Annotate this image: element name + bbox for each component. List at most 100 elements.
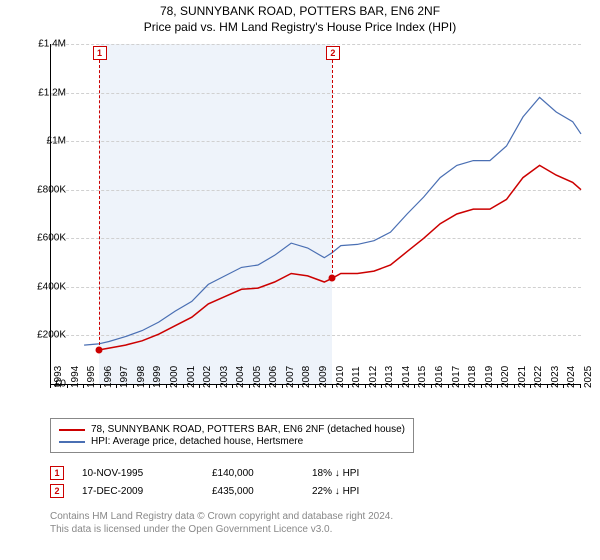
x-axis-tick-label: 2015 <box>417 366 428 388</box>
x-axis-tick <box>149 384 150 388</box>
footer-attribution: Contains HM Land Registry data © Crown c… <box>50 510 393 536</box>
x-axis-tick-label: 2002 <box>202 366 213 388</box>
x-axis-tick-label: 2022 <box>533 366 544 388</box>
x-axis-tick-label: 2004 <box>235 366 246 388</box>
marker-dot <box>328 275 335 282</box>
x-axis-tick <box>199 384 200 388</box>
x-axis-tick-label: 2011 <box>351 366 362 388</box>
y-axis-tick-label: £400K <box>22 281 66 292</box>
x-axis-tick-label: 2024 <box>566 366 577 388</box>
x-axis-tick <box>100 384 101 388</box>
x-axis-tick <box>183 384 184 388</box>
legend-label: 78, SUNNYBANK ROAD, POTTERS BAR, EN6 2NF… <box>91 424 405 435</box>
x-axis-tick-label: 2007 <box>285 366 296 388</box>
transactions-table: 1 10-NOV-1995 £140,000 18% ↓ HPI 2 17-DE… <box>50 462 412 502</box>
x-axis-tick <box>50 384 51 388</box>
x-axis-tick <box>448 384 449 388</box>
x-axis-tick <box>348 384 349 388</box>
x-axis-tick <box>315 384 316 388</box>
x-axis-tick-label: 1996 <box>103 366 114 388</box>
x-axis-tick-label: 2025 <box>583 366 594 388</box>
x-axis-tick <box>580 384 581 388</box>
legend-item: HPI: Average price, detached house, Hert… <box>59 436 405 447</box>
x-axis-tick <box>249 384 250 388</box>
x-axis-tick <box>216 384 217 388</box>
x-axis-tick-label: 2017 <box>451 366 462 388</box>
x-axis-tick <box>464 384 465 388</box>
x-axis-tick-label: 2012 <box>368 366 379 388</box>
x-axis-tick-label: 2023 <box>550 366 561 388</box>
transaction-price: £435,000 <box>212 486 312 497</box>
x-axis-tick <box>332 384 333 388</box>
x-axis-tick-label: 2003 <box>219 366 230 388</box>
x-axis-tick <box>431 384 432 388</box>
transaction-date: 17-DEC-2009 <box>82 486 212 497</box>
plot-area: 12 <box>50 44 581 385</box>
x-axis-tick <box>398 384 399 388</box>
x-axis-tick <box>265 384 266 388</box>
x-axis-tick <box>365 384 366 388</box>
table-row: 2 17-DEC-2009 £435,000 22% ↓ HPI <box>50 484 412 498</box>
x-axis-tick <box>282 384 283 388</box>
transaction-delta: 18% ↓ HPI <box>312 468 412 479</box>
x-axis-tick-label: 1995 <box>86 366 97 388</box>
transaction-delta: 22% ↓ HPI <box>312 486 412 497</box>
x-axis-tick-label: 1997 <box>119 366 130 388</box>
chart-title-address: 78, SUNNYBANK ROAD, POTTERS BAR, EN6 2NF <box>0 4 600 18</box>
x-axis-tick <box>414 384 415 388</box>
x-axis-tick-label: 1999 <box>152 366 163 388</box>
footer-line: Contains HM Land Registry data © Crown c… <box>50 510 393 523</box>
legend-item: 78, SUNNYBANK ROAD, POTTERS BAR, EN6 2NF… <box>59 424 405 435</box>
x-axis-tick-label: 2018 <box>467 366 478 388</box>
footer-line: This data is licensed under the Open Gov… <box>50 523 393 536</box>
y-axis-tick-label: £1M <box>22 136 66 147</box>
x-axis-tick <box>232 384 233 388</box>
x-axis-tick-label: 2010 <box>335 366 346 388</box>
x-axis-tick <box>381 384 382 388</box>
y-axis-tick-label: £1.2M <box>22 87 66 98</box>
line-series-svg <box>51 44 581 384</box>
x-axis-tick-label: 1998 <box>136 366 147 388</box>
x-axis-tick <box>514 384 515 388</box>
x-axis-tick-label: 2009 <box>318 366 329 388</box>
x-axis-tick <box>67 384 68 388</box>
x-axis-tick <box>481 384 482 388</box>
x-axis-tick <box>116 384 117 388</box>
legend-box: 78, SUNNYBANK ROAD, POTTERS BAR, EN6 2NF… <box>50 418 414 453</box>
legend-label: HPI: Average price, detached house, Hert… <box>91 436 303 447</box>
x-axis-tick <box>166 384 167 388</box>
transaction-price: £140,000 <box>212 468 312 479</box>
y-axis-tick-label: £600K <box>22 233 66 244</box>
x-axis-tick-label: 2013 <box>384 366 395 388</box>
x-axis-tick <box>497 384 498 388</box>
y-axis-tick-label: £200K <box>22 330 66 341</box>
marker-vline <box>99 60 100 350</box>
marker-dot <box>95 347 102 354</box>
x-axis-tick <box>547 384 548 388</box>
marker-box: 1 <box>93 46 107 60</box>
x-axis-tick-label: 1994 <box>70 366 81 388</box>
x-axis-tick-label: 2014 <box>401 366 412 388</box>
x-axis-tick <box>563 384 564 388</box>
marker-vline <box>332 60 333 278</box>
x-axis-tick-label: 2021 <box>517 366 528 388</box>
x-axis-tick-label: 2019 <box>484 366 495 388</box>
x-axis-tick-label: 2016 <box>434 366 445 388</box>
table-row: 1 10-NOV-1995 £140,000 18% ↓ HPI <box>50 466 412 480</box>
x-axis-tick <box>298 384 299 388</box>
x-axis-tick-label: 2000 <box>169 366 180 388</box>
transaction-marker: 2 <box>50 484 64 498</box>
x-axis-tick <box>530 384 531 388</box>
y-axis-tick-label: £1.4M <box>22 39 66 50</box>
title-block: 78, SUNNYBANK ROAD, POTTERS BAR, EN6 2NF… <box>0 0 600 34</box>
series-property <box>99 165 582 350</box>
y-axis-tick-label: £800K <box>22 184 66 195</box>
x-axis-tick-label: 2006 <box>268 366 279 388</box>
x-axis-tick <box>133 384 134 388</box>
x-axis-tick-label: 2001 <box>186 366 197 388</box>
transaction-marker: 1 <box>50 466 64 480</box>
x-axis-tick-label: 2020 <box>500 366 511 388</box>
x-axis-tick <box>83 384 84 388</box>
legend-swatch <box>59 429 85 431</box>
chart-title-sub: Price paid vs. HM Land Registry's House … <box>0 20 600 34</box>
